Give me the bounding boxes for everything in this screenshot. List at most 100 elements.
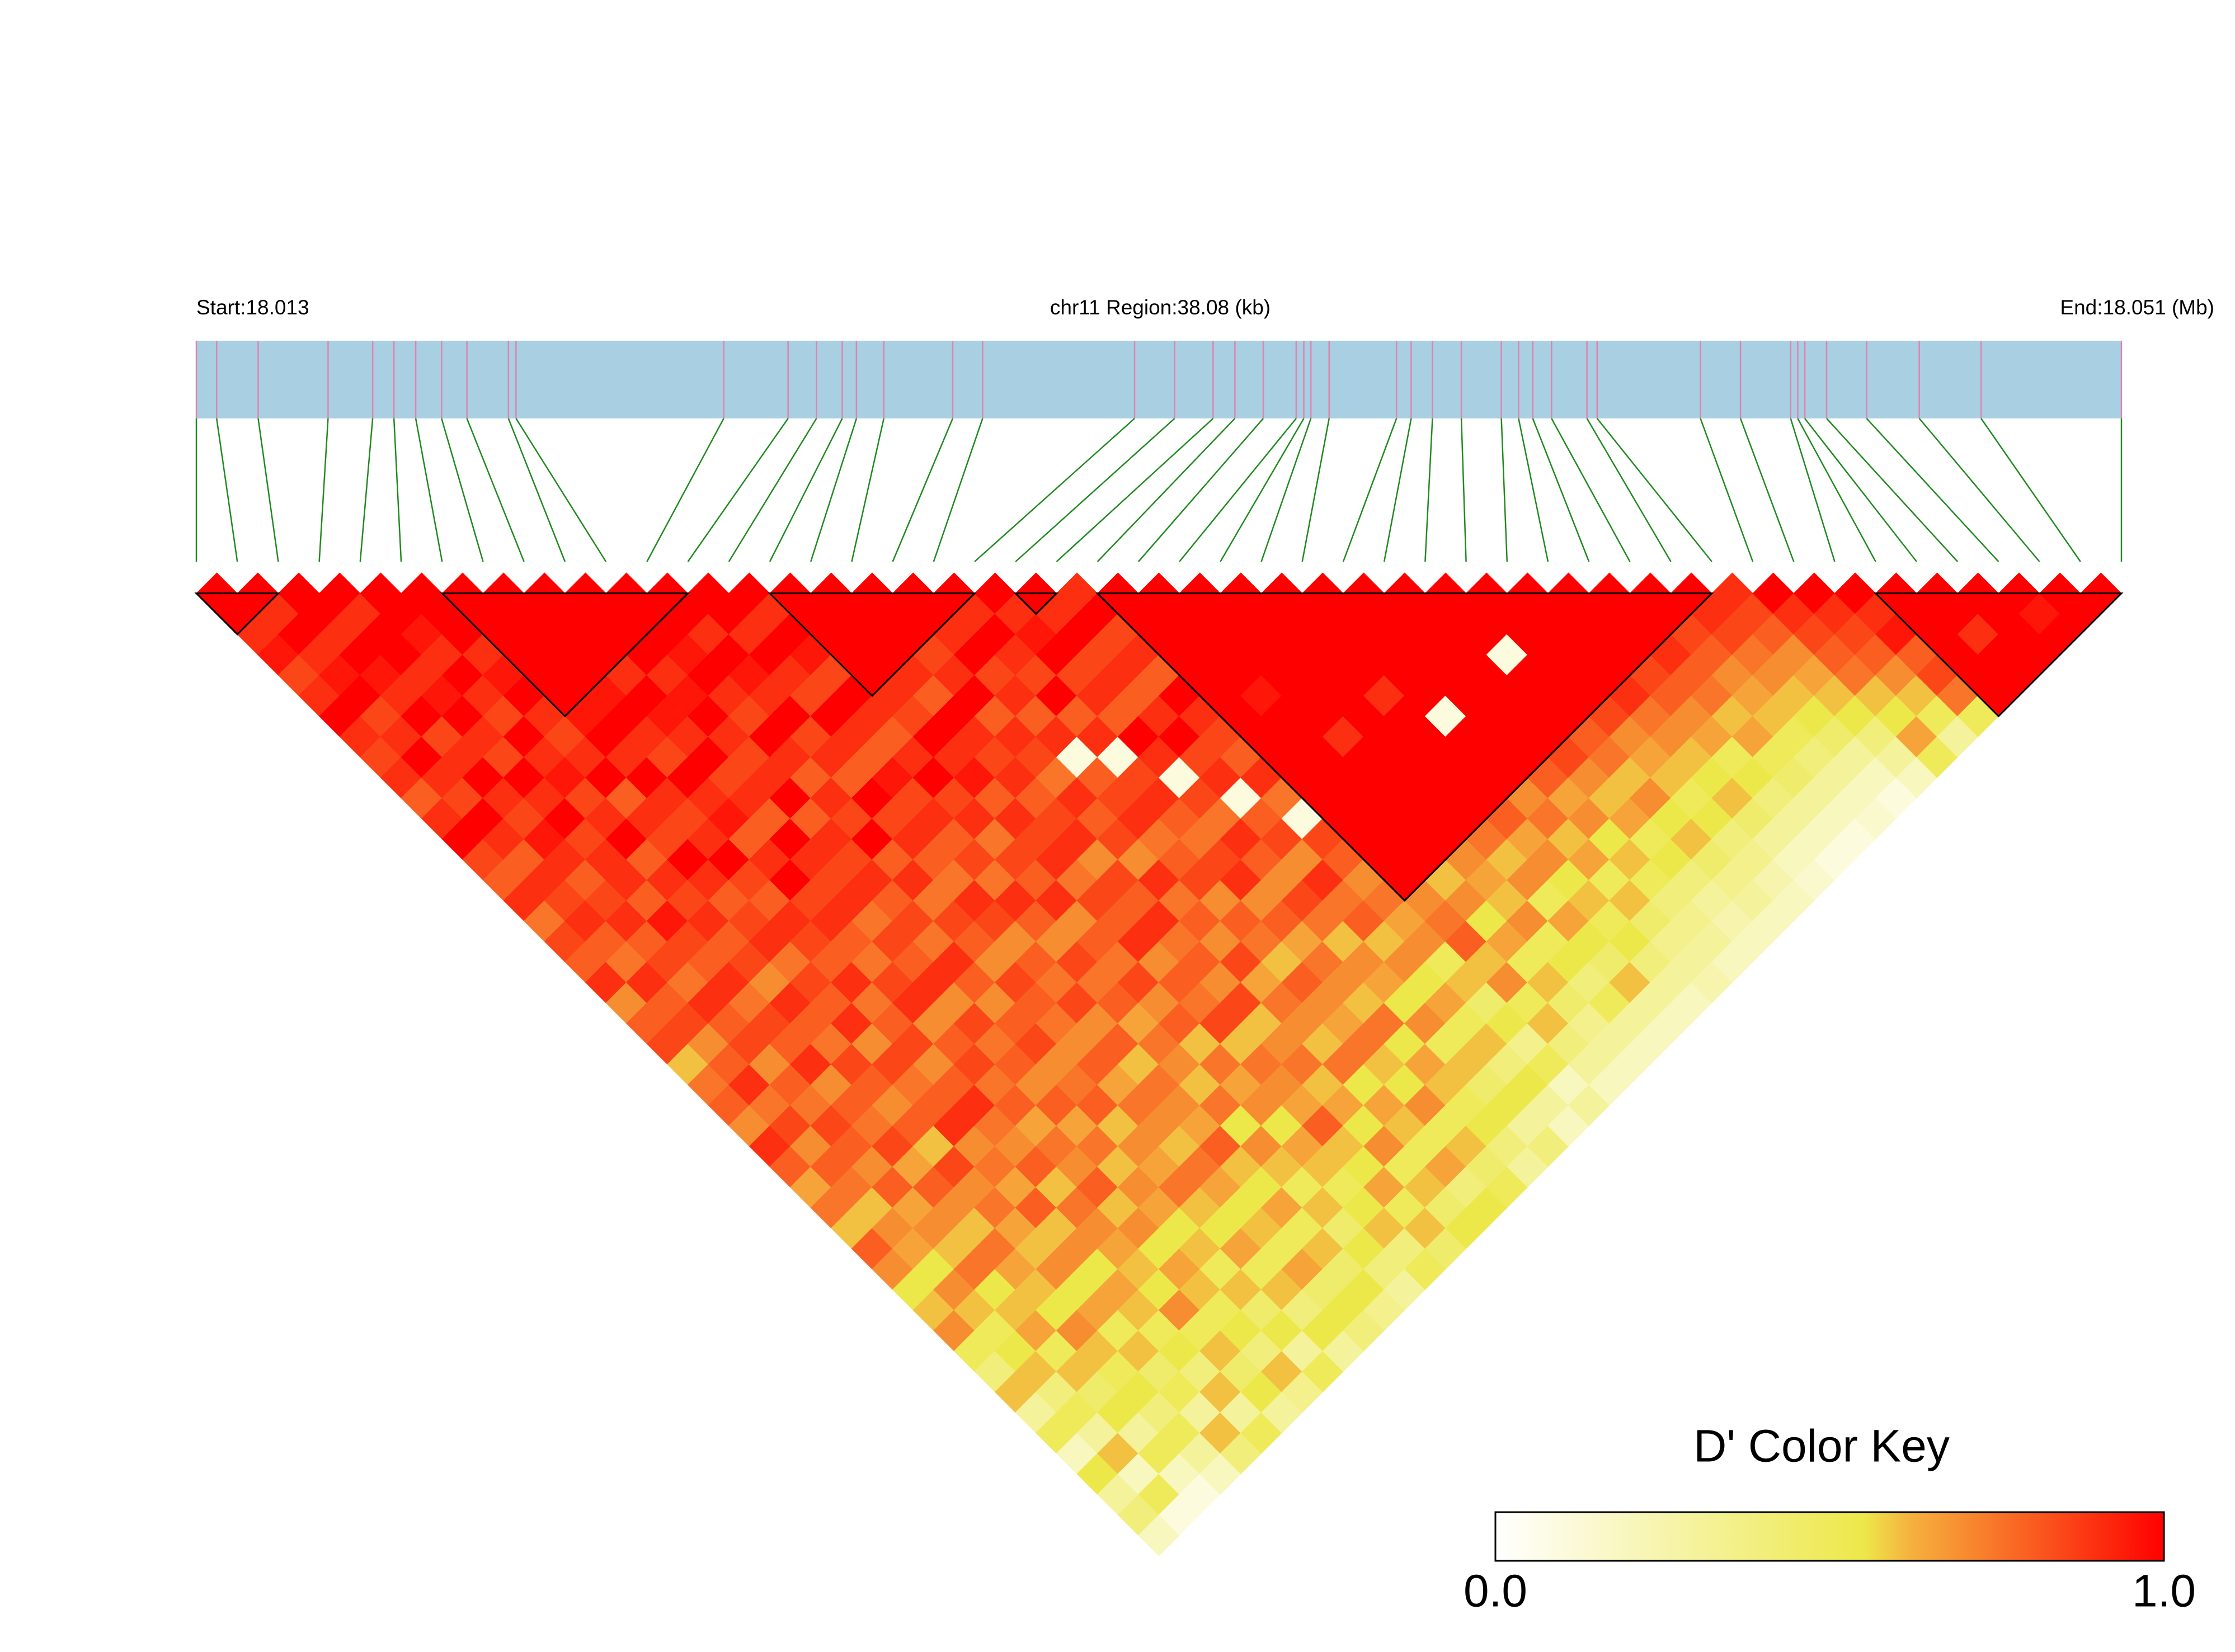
ld-cell <box>728 736 770 778</box>
ld-cell <box>1260 1269 1303 1311</box>
ld-cell <box>667 798 709 840</box>
ld-cell <box>892 695 934 737</box>
ld-cell <box>1097 1432 1139 1475</box>
ld-cell <box>503 634 545 676</box>
ld-cell <box>728 900 770 942</box>
ld-cell <box>892 613 934 656</box>
ld-cell <box>1220 777 1262 819</box>
ld-cell <box>974 818 1016 860</box>
ld-cell <box>687 900 730 942</box>
ld-cell <box>605 736 647 778</box>
ld-cell <box>564 777 606 819</box>
ld-cell <box>728 1105 770 1147</box>
snp-link <box>1826 418 1959 562</box>
snp-link <box>728 418 817 562</box>
ld-block <box>1095 592 1714 902</box>
ld-cell <box>810 1023 853 1065</box>
ld-cell <box>892 777 934 819</box>
ld-cell <box>1711 859 1753 901</box>
ld-cell <box>769 982 811 1024</box>
ld-cell <box>646 654 689 696</box>
ld-cell <box>1527 1125 1569 1168</box>
ld-cell <box>1527 879 1569 921</box>
ld-cell <box>339 634 382 676</box>
ld-cell <box>1711 818 1753 860</box>
ld-cell <box>687 572 730 614</box>
ld-cell <box>810 1105 853 1147</box>
ld-cell <box>789 798 832 840</box>
ld-cell <box>401 572 443 614</box>
ld-cell <box>933 1269 975 1311</box>
ld-cell <box>1691 593 1733 635</box>
ld-cell <box>1691 839 1733 881</box>
ld-cell <box>564 941 606 983</box>
ld-cell <box>687 654 730 696</box>
ld-cell <box>1691 798 1733 840</box>
color-key-title: D' Color Key <box>1693 1421 1950 1472</box>
ld-cell <box>1691 961 1733 1004</box>
ld-cell <box>380 716 422 758</box>
ld-cell <box>769 654 811 696</box>
ld-cell <box>1056 613 1098 656</box>
ld-cell <box>1363 634 1405 676</box>
snp-link <box>1301 418 1330 562</box>
snp-link <box>1804 418 1917 562</box>
ld-cell <box>1711 654 1753 696</box>
ld-cell <box>1384 900 1425 942</box>
ld-cell <box>1056 654 1098 696</box>
ld-cell <box>1691 756 1733 799</box>
region-bar <box>196 341 2121 418</box>
ld-cell <box>1527 1084 1569 1126</box>
snp-link <box>851 418 885 562</box>
snp-link <box>1551 418 1631 562</box>
ld-cell <box>974 900 1016 942</box>
ld-cell <box>585 798 627 840</box>
ld-cell <box>810 613 853 656</box>
ld-cell <box>687 613 730 656</box>
ld-cell <box>1527 675 1569 717</box>
ld-cell <box>1220 941 1262 983</box>
ld-cell <box>1855 593 1897 635</box>
ld-cell <box>1056 900 1098 942</box>
ld-cell <box>2018 593 2060 635</box>
ld-cell <box>585 716 627 758</box>
ld-cell <box>974 1269 1016 1311</box>
ld-cell <box>912 879 955 921</box>
ld-cell <box>728 1063 770 1106</box>
ld-cell <box>1384 1063 1425 1106</box>
snp-link <box>318 418 329 562</box>
ld-cell <box>769 818 811 860</box>
snp-link <box>1532 418 1590 562</box>
ld-cell <box>544 879 586 921</box>
snp-link <box>1460 418 1467 562</box>
ld-cell <box>421 798 463 840</box>
ld-cell <box>995 716 1037 758</box>
ld-cell <box>1691 879 1733 921</box>
ld-cell <box>1220 859 1262 901</box>
ld-cell <box>1056 982 1098 1024</box>
ld-cell <box>1547 777 1589 819</box>
ld-cell <box>974 654 1016 696</box>
ld-cell <box>544 798 586 840</box>
ld-cell <box>1220 982 1262 1024</box>
ld-cell <box>1547 695 1589 737</box>
ld-cell <box>1281 634 1323 676</box>
ld-cell <box>892 982 934 1024</box>
ld-cell <box>1076 798 1118 840</box>
ld-cell <box>1711 900 1753 942</box>
snp-link <box>1056 418 1214 562</box>
ld-cell <box>646 1023 689 1065</box>
ld-cells <box>196 572 2122 1556</box>
snp-link <box>359 418 374 562</box>
ld-cell <box>687 1063 730 1106</box>
ld-cell <box>1711 613 1753 656</box>
ld-cell <box>1220 1023 1262 1065</box>
ld-cell <box>626 879 668 921</box>
ld-cell <box>1711 941 1753 983</box>
region-label: chr11 Region:38.08 (kb) <box>1050 296 1271 319</box>
ld-cell <box>892 1269 934 1311</box>
ld-cell <box>1527 920 1569 963</box>
ld-cell <box>1363 879 1405 921</box>
ld-cell <box>1445 634 1487 676</box>
